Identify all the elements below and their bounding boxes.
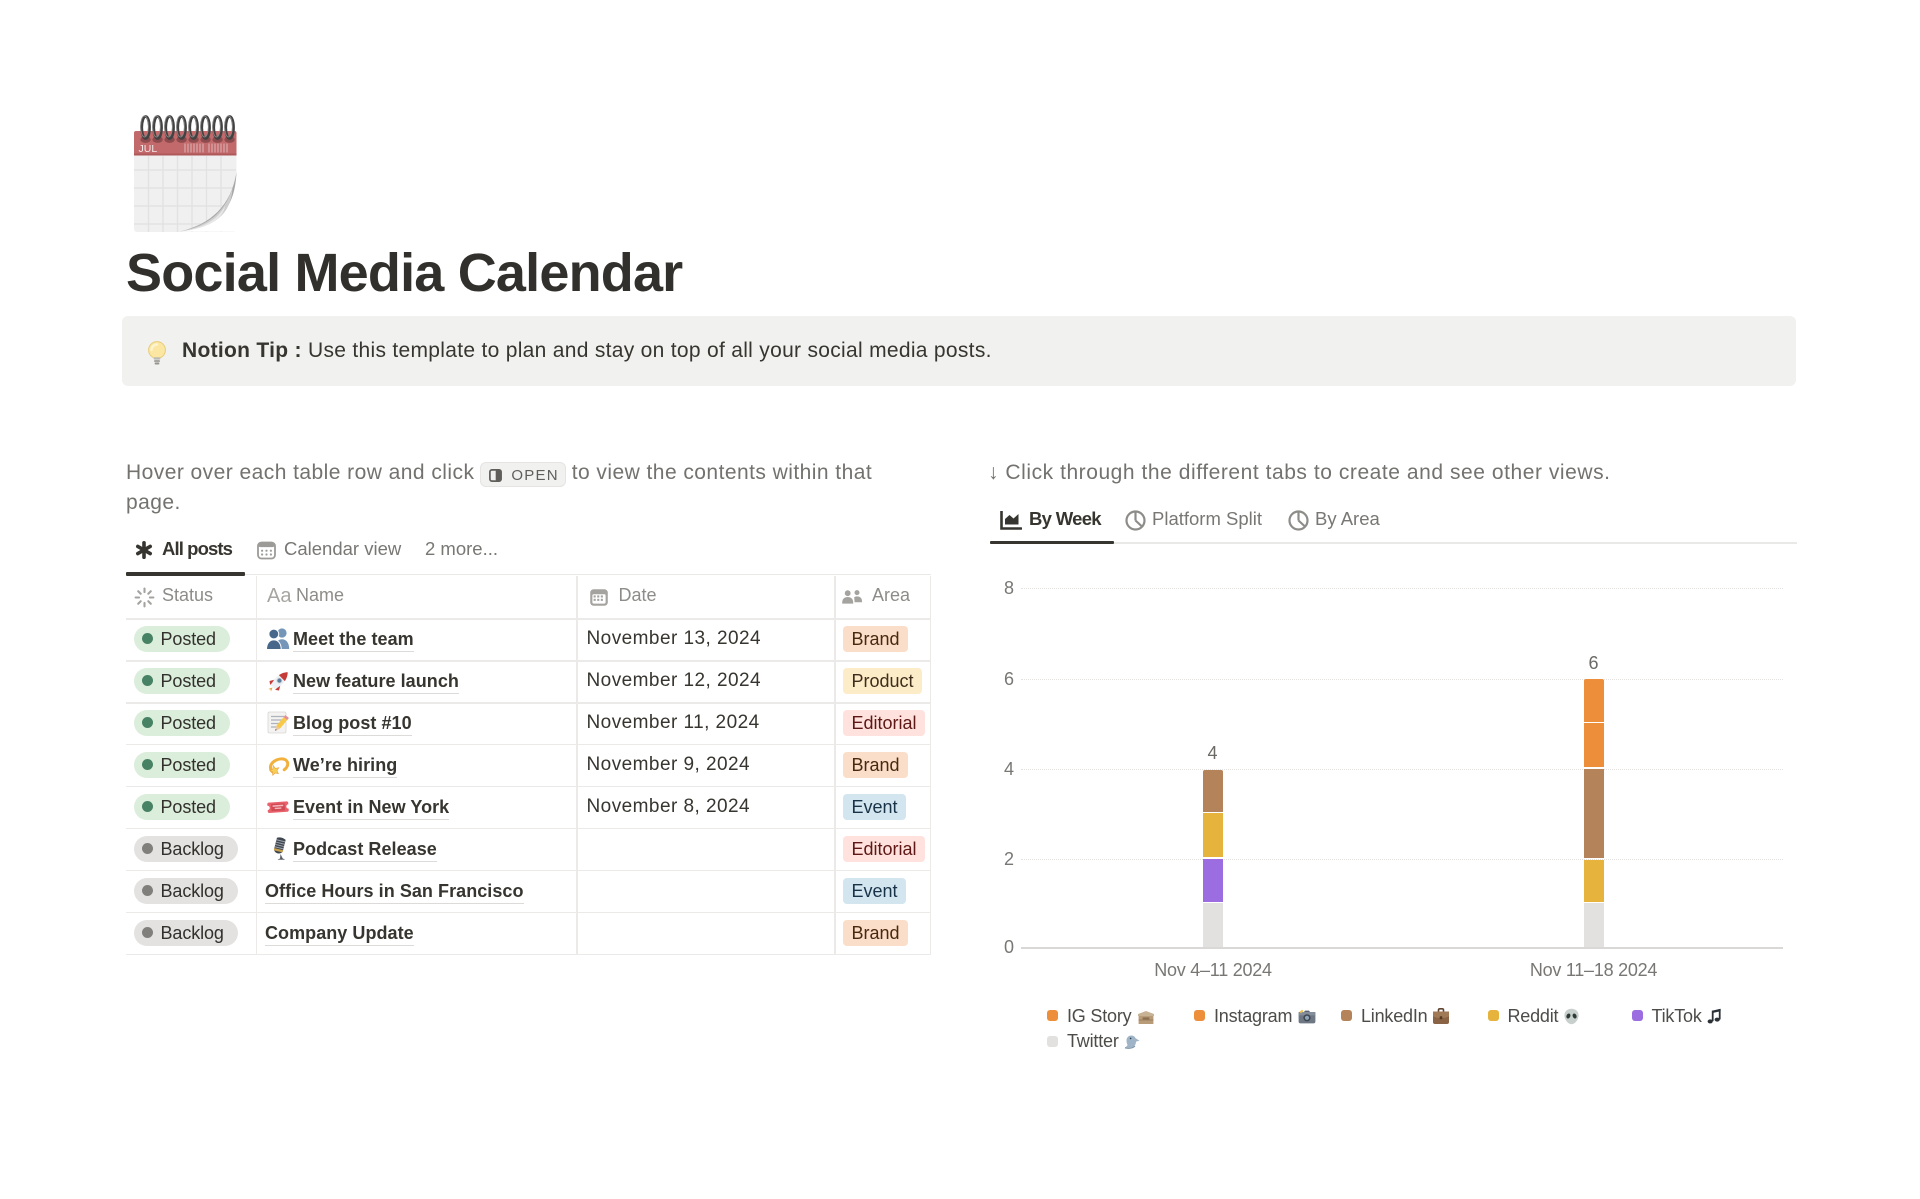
- svg-text:JUL: JUL: [139, 143, 158, 155]
